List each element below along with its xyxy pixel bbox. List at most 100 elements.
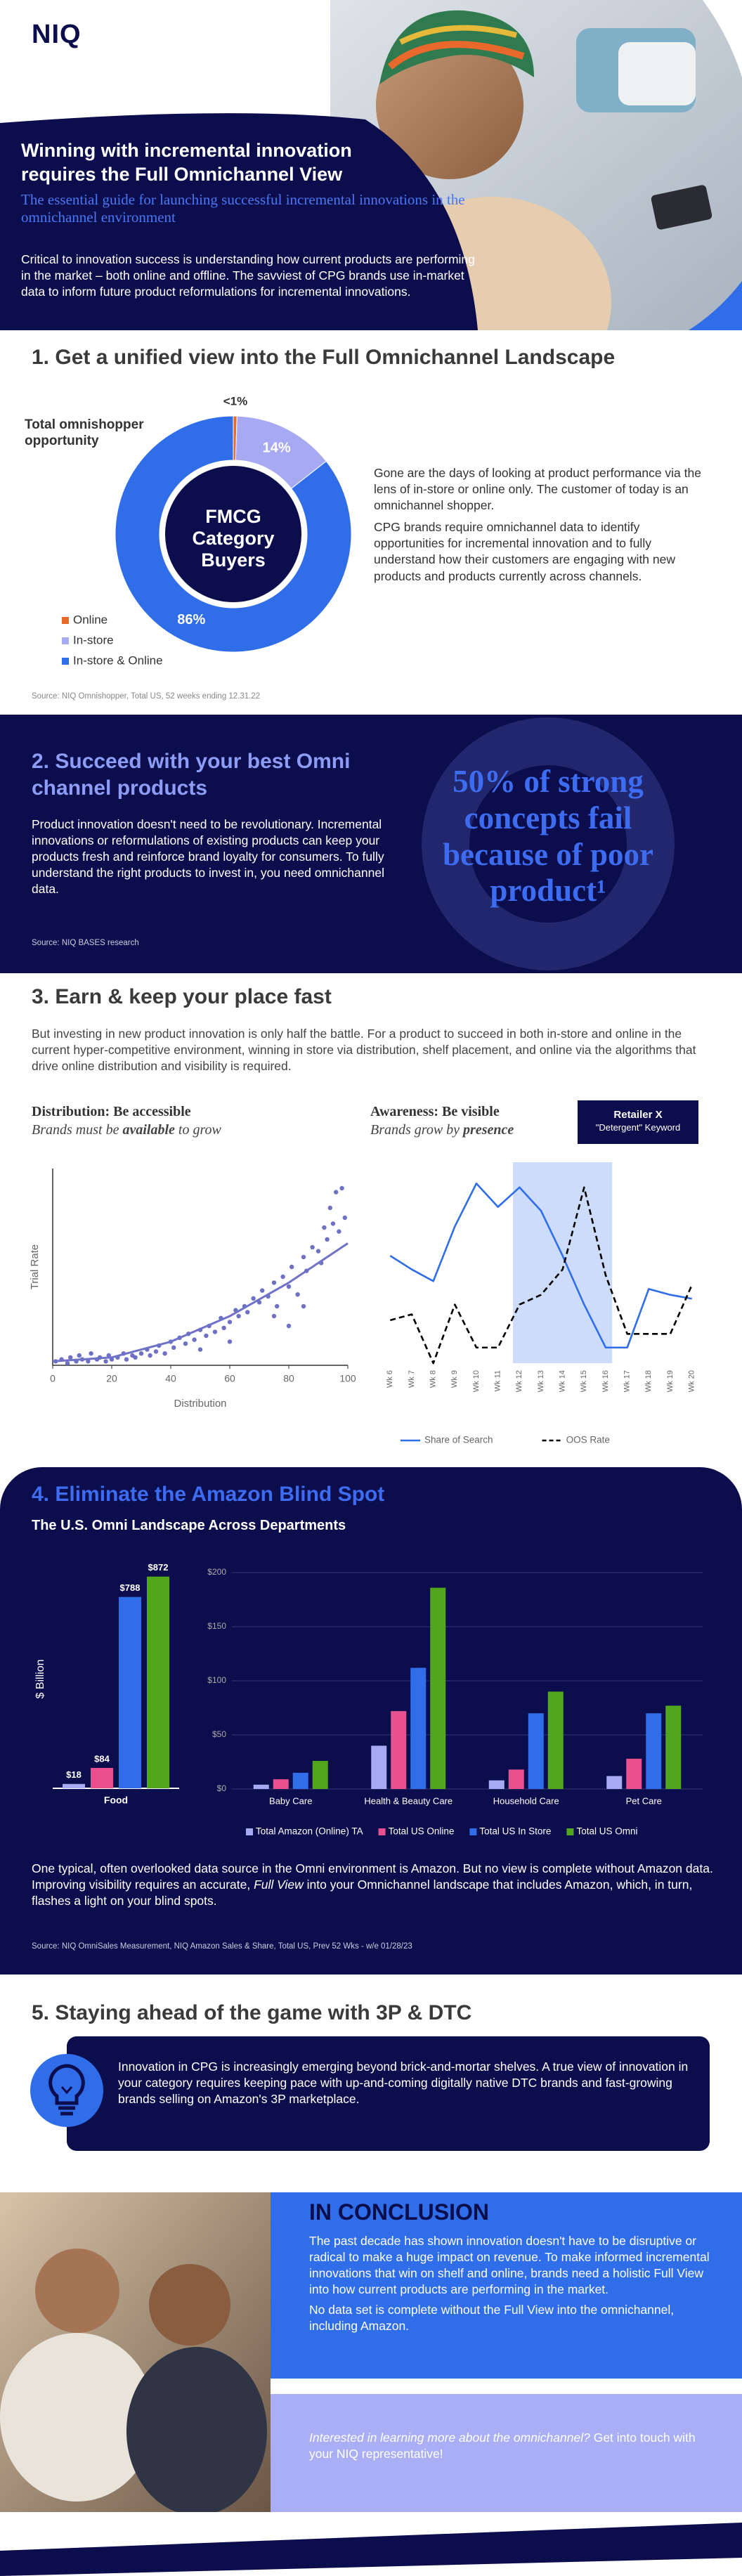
scatter-chart: 0 20 40 60 80 100 Distribution Trial Rate bbox=[29, 1169, 356, 1410]
call-to-action: Interested in learning more about the om… bbox=[309, 2430, 717, 2462]
point bbox=[197, 1347, 203, 1352]
bulb-base bbox=[58, 2106, 75, 2116]
x-tick-label: Wk 7 bbox=[408, 1370, 416, 1388]
x-tick-label: Baby Care bbox=[269, 1795, 312, 1806]
point bbox=[162, 1351, 167, 1356]
text: to grow bbox=[174, 1122, 221, 1138]
point bbox=[315, 1249, 321, 1254]
photo-detail bbox=[126, 2347, 267, 2516]
point bbox=[275, 1303, 280, 1309]
legend-label: Online bbox=[73, 613, 108, 626]
x-tick-label: Wk 13 bbox=[537, 1370, 545, 1392]
title: Winning with incremental innovation requ… bbox=[21, 140, 352, 185]
legend-label: Total US Online bbox=[389, 1826, 455, 1837]
lightbulb-icon bbox=[30, 2054, 103, 2127]
bar bbox=[119, 1596, 141, 1788]
x-tick-label: 60 bbox=[224, 1373, 235, 1384]
point bbox=[339, 1185, 344, 1191]
point bbox=[77, 1353, 82, 1358]
x-tick-label: 40 bbox=[165, 1373, 176, 1384]
header-panel bbox=[0, 113, 478, 330]
x-tick-label: Wk 6 bbox=[386, 1370, 394, 1388]
bar bbox=[430, 1587, 446, 1789]
legend-label: Total US Omni bbox=[576, 1826, 637, 1837]
section-text: But investing in new product innovation … bbox=[32, 1027, 696, 1074]
paragraph: No data set is complete without the Full… bbox=[309, 2303, 675, 2334]
point bbox=[86, 1359, 91, 1364]
paragraph: Gone are the days of looking at product … bbox=[374, 466, 701, 513]
point bbox=[212, 1329, 218, 1334]
bar bbox=[646, 1713, 662, 1789]
emphasis: Full View bbox=[254, 1878, 304, 1892]
point bbox=[327, 1205, 332, 1211]
section-text: The past decade has shown innovation doe… bbox=[309, 2233, 717, 2335]
source: Source: NIQ BASES research bbox=[32, 939, 139, 947]
bar bbox=[508, 1769, 524, 1789]
point bbox=[192, 1337, 197, 1342]
x-tick-label: Wk 15 bbox=[580, 1370, 588, 1392]
trend-line bbox=[52, 1242, 349, 1362]
x-tick-label: 80 bbox=[283, 1373, 294, 1384]
section-text: One typical, often overlooked data sourc… bbox=[32, 1861, 713, 1909]
point bbox=[295, 1292, 300, 1297]
emphasis: presence bbox=[463, 1122, 514, 1138]
x-tick-label: Wk 14 bbox=[559, 1370, 567, 1392]
point bbox=[124, 1357, 129, 1362]
photo-detail bbox=[651, 185, 712, 230]
value-label: $872 bbox=[148, 1562, 169, 1573]
point bbox=[322, 1225, 327, 1230]
bar bbox=[253, 1784, 269, 1789]
x-tick-label: Wk 11 bbox=[494, 1370, 502, 1391]
paragraph: CPG brands require omnichannel data to i… bbox=[374, 520, 675, 583]
highlight-band bbox=[513, 1162, 613, 1363]
x-tick-label: Household Care bbox=[493, 1795, 559, 1806]
subheading-note: Brands must be available to grow bbox=[32, 1122, 221, 1138]
point bbox=[236, 1313, 241, 1319]
pie-slice bbox=[115, 415, 352, 653]
photo-detail bbox=[376, 32, 523, 179]
x-tick-label: Wk 20 bbox=[688, 1370, 696, 1392]
x-tick-label: Wk 19 bbox=[666, 1370, 675, 1392]
section-text: Product innovation doesn't need to be re… bbox=[32, 817, 384, 897]
x-tick-label: 20 bbox=[106, 1373, 117, 1384]
x-tick-label: Wk 16 bbox=[601, 1370, 610, 1392]
x-tick-label: 100 bbox=[339, 1373, 356, 1384]
bar bbox=[312, 1760, 328, 1789]
legend-swatch bbox=[246, 1828, 253, 1835]
bar bbox=[273, 1779, 289, 1789]
text: Brands grow by bbox=[370, 1122, 464, 1138]
bar-chart: $0 $50 $100 $150 $200 Baby Care Health & Beaut… bbox=[207, 1567, 703, 1837]
icon-bg bbox=[30, 2054, 103, 2127]
x-tick-label: Wk 8 bbox=[429, 1370, 438, 1388]
conclusion-title: IN CONCLUSION bbox=[309, 2199, 489, 2225]
text: Interested in learning more about the om… bbox=[309, 2431, 590, 2445]
filament bbox=[60, 2086, 73, 2095]
y-axis-label: Trial Rate bbox=[29, 1244, 41, 1289]
photo-detail bbox=[0, 2333, 155, 2502]
section-title: 1. Get a unified view into the Full Omni… bbox=[32, 346, 616, 369]
point bbox=[171, 1345, 176, 1350]
series-line bbox=[389, 1182, 692, 1349]
legend-label: OOS Rate bbox=[566, 1435, 610, 1445]
emphasis: available bbox=[122, 1122, 175, 1138]
conclusion-art bbox=[0, 2192, 742, 2576]
point bbox=[68, 1355, 73, 1360]
ring bbox=[469, 765, 627, 923]
point bbox=[286, 1284, 292, 1289]
point bbox=[204, 1333, 209, 1339]
point bbox=[65, 1361, 70, 1366]
source: Source: NIQ OmniSales Measurement, NIQ A… bbox=[32, 1942, 412, 1951]
bar bbox=[371, 1745, 387, 1789]
section-text: Innovation in CPG is increasingly emergi… bbox=[118, 2060, 689, 2107]
x-tick-label: 0 bbox=[50, 1373, 56, 1384]
x-tick-label: Food bbox=[104, 1795, 128, 1806]
bar bbox=[606, 1776, 623, 1789]
bulb bbox=[48, 2064, 85, 2105]
x-tick-label: Wk 17 bbox=[623, 1370, 632, 1392]
value-label: $84 bbox=[94, 1753, 110, 1764]
point bbox=[286, 1323, 292, 1329]
section-title: 2. Succeed with your best Omni channel p… bbox=[32, 750, 351, 800]
bar bbox=[410, 1667, 427, 1789]
